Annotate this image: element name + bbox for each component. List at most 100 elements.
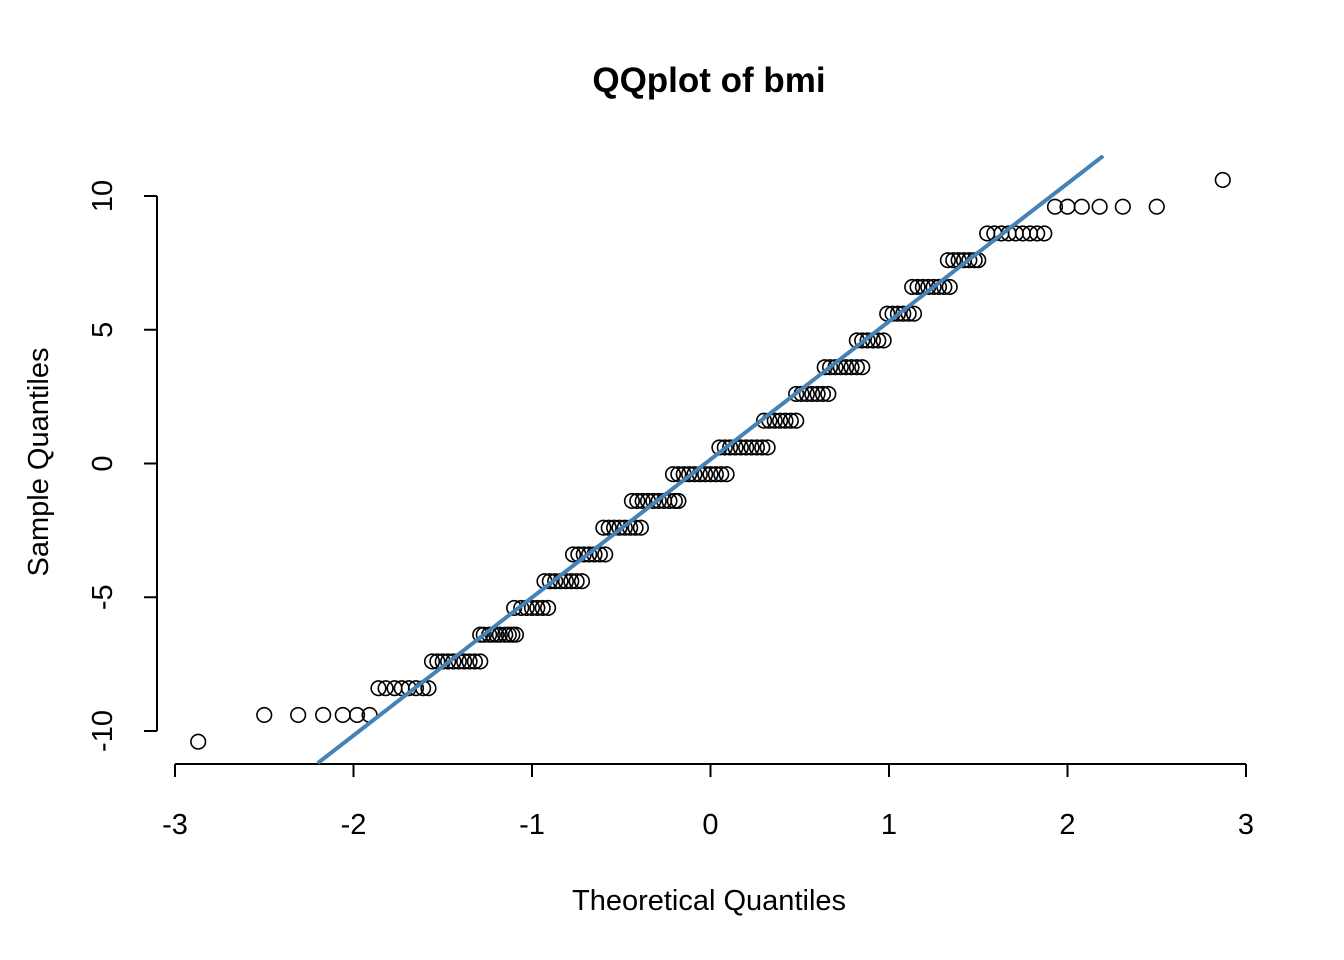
data-point [804, 385, 821, 403]
y-tick-label: 10 [87, 180, 119, 212]
data-point [611, 519, 628, 536]
data-point [563, 573, 580, 590]
x-tick-label: 3 [1238, 809, 1254, 841]
data-point [904, 278, 921, 296]
data-point [925, 278, 942, 296]
data-point [748, 439, 766, 456]
data-point [190, 733, 207, 750]
data-point [650, 492, 667, 510]
data-point [290, 706, 307, 724]
data-point [348, 706, 366, 724]
data-point [557, 573, 575, 590]
data-point [666, 492, 683, 510]
data-point [420, 680, 437, 697]
data-point [707, 466, 724, 483]
data-point [697, 466, 714, 483]
data-point [627, 519, 644, 536]
data-point [702, 466, 719, 483]
data-point [500, 626, 517, 643]
data-point [941, 278, 958, 296]
data-point [256, 706, 273, 724]
data-point [1148, 198, 1165, 215]
data-point [716, 439, 733, 456]
x-tick-label: 2 [1059, 809, 1075, 841]
data-point [564, 546, 582, 563]
data-point [713, 466, 730, 483]
data-point [629, 492, 646, 510]
y-axis-label: Sample Quantiles [23, 348, 55, 577]
data-point [407, 680, 425, 697]
x-tick-label: -3 [162, 809, 188, 841]
data-point [423, 653, 441, 670]
data-point [809, 385, 826, 403]
data-point [664, 466, 682, 483]
data-point [755, 412, 773, 429]
data-point [838, 359, 855, 376]
reference-line-group [316, 155, 1105, 765]
data-point [1036, 225, 1053, 242]
data-point [1029, 225, 1046, 242]
data-point [788, 385, 805, 403]
x-tick-label: 0 [702, 809, 718, 841]
data-point [461, 653, 478, 670]
data-point [634, 492, 651, 510]
data-point [597, 546, 614, 563]
x-axis: -3 -2 -1 0 1 2 3 [162, 763, 1254, 841]
data-point [547, 573, 564, 590]
data-point [1214, 171, 1231, 189]
data-point [513, 599, 530, 617]
data-point [600, 519, 617, 536]
data-point [504, 626, 521, 643]
data-point [821, 359, 839, 376]
data-point [1114, 198, 1131, 215]
data-point [315, 706, 332, 724]
data-point [820, 385, 837, 403]
data-point [623, 492, 641, 510]
data-point [766, 412, 783, 429]
data-point [595, 519, 612, 536]
qq-reference-line [316, 155, 1105, 765]
data-point [732, 439, 749, 456]
data-point [909, 278, 926, 296]
data-point [491, 626, 508, 643]
data-point [1073, 198, 1090, 215]
data-point [889, 305, 907, 322]
data-point [738, 439, 755, 456]
data-point [1091, 198, 1108, 215]
data-point [645, 492, 662, 510]
data-point [581, 546, 598, 563]
data-point [777, 412, 794, 429]
data-point [466, 653, 483, 670]
y-tick-label: 0 [87, 455, 119, 471]
data-point [670, 492, 687, 510]
data-point [939, 252, 957, 269]
data-point [680, 466, 698, 483]
data-point [854, 332, 871, 349]
data-point [475, 626, 492, 643]
data-point [497, 626, 514, 643]
data-point [875, 332, 892, 349]
y-tick-label: -10 [87, 710, 119, 752]
data-point [334, 706, 351, 724]
data-point [870, 332, 887, 349]
data-point [568, 573, 585, 590]
x-tick-label: -2 [341, 809, 367, 841]
chart-title: QQplot of bmi [592, 61, 825, 100]
data-point [759, 439, 776, 456]
data-point [961, 252, 978, 269]
data-point [670, 466, 687, 483]
data-points [190, 171, 1231, 750]
data-point [1046, 198, 1064, 215]
data-point [905, 305, 923, 322]
data-point [632, 519, 649, 536]
data-point [472, 626, 489, 643]
data-point [573, 573, 591, 590]
data-point [456, 653, 473, 670]
data-point [859, 332, 876, 349]
data-point [370, 680, 387, 697]
data-point [523, 599, 541, 617]
data-point [377, 680, 394, 697]
data-point [575, 546, 592, 563]
data-point [539, 599, 557, 617]
data-point [616, 519, 633, 536]
